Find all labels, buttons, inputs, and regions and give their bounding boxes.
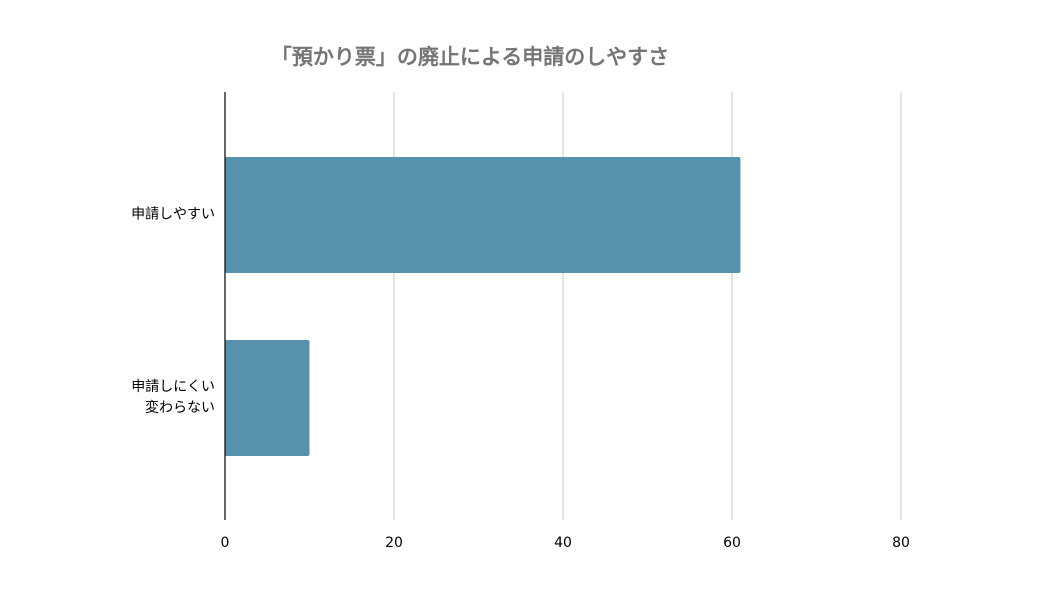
bar <box>225 156 741 274</box>
x-tick-label: 0 <box>221 535 230 551</box>
chart-title: 「預かり票」の廃止による申請のしやすさ <box>271 45 669 69</box>
x-tick-label: 20 <box>385 535 403 551</box>
x-tick-label: 80 <box>892 535 910 551</box>
x-tick-label: 60 <box>723 535 741 551</box>
y-tick-label: 申請しやすい <box>131 206 215 223</box>
x-tick-label: 40 <box>554 535 572 551</box>
bar <box>225 339 310 457</box>
y-tick-label: 申請しにくい 変わらない <box>131 379 215 416</box>
